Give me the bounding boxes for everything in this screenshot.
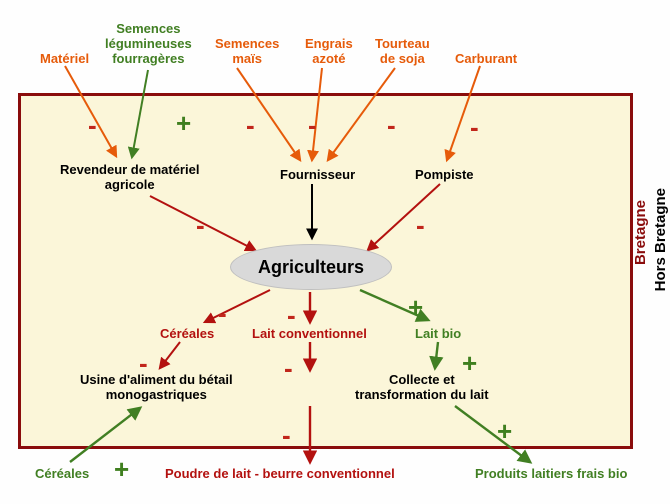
minus-sign-3: -	[308, 110, 317, 141]
top-label-engrais: Engraisazoté	[305, 37, 353, 67]
top-label-materiel: Matériel	[40, 52, 89, 67]
top-label-sem_mais: Semencesmaïs	[215, 37, 279, 67]
minus-sign-4: -	[387, 110, 396, 141]
side-label-hors-bretagne: Hors Bretagne	[652, 188, 669, 291]
minus-sign-7: -	[416, 210, 425, 241]
minus-sign-9: -	[287, 300, 296, 331]
minus-sign-8: -	[218, 298, 227, 329]
central-label: Agriculteurs	[258, 257, 364, 278]
node-cereales: Céréales	[160, 327, 214, 342]
top-label-tourteau: Tourteaude soja	[375, 37, 430, 67]
node-lait_bio: Lait bio	[415, 327, 461, 342]
minus-sign-11: -	[139, 348, 148, 379]
plus-sign-1: +	[176, 108, 191, 139]
plus-sign-14: +	[497, 416, 512, 447]
top-label-sem_legum: Semenceslégumineusesfourragères	[105, 22, 192, 67]
plus-sign-10: +	[408, 292, 423, 323]
bottom-label-prod_bio: Produits laitiers frais bio	[475, 467, 627, 482]
plus-sign-13: +	[462, 348, 477, 379]
plus-sign-16: +	[114, 454, 129, 485]
top-label-carburant: Carburant	[455, 52, 517, 67]
minus-sign-15: -	[282, 420, 291, 451]
central-node-agriculteurs: Agriculteurs	[230, 244, 392, 290]
bottom-label-poudre: Poudre de lait - beurre conventionnel	[165, 467, 395, 482]
minus-sign-2: -	[246, 110, 255, 141]
node-fournisseur: Fournisseur	[280, 168, 355, 183]
minus-sign-12: -	[284, 353, 293, 384]
side-label-bretagne: Bretagne	[632, 200, 649, 265]
minus-sign-6: -	[196, 210, 205, 241]
bottom-label-cereales_ext: Céréales	[35, 467, 89, 482]
node-revendeur: Revendeur de matérielagricole	[60, 163, 199, 193]
node-usine: Usine d'aliment du bétailmonogastriques	[80, 373, 233, 403]
node-pompiste: Pompiste	[415, 168, 474, 183]
minus-sign-5: -	[470, 112, 479, 143]
node-lait_conv: Lait conventionnel	[252, 327, 367, 342]
minus-sign-0: -	[88, 110, 97, 141]
